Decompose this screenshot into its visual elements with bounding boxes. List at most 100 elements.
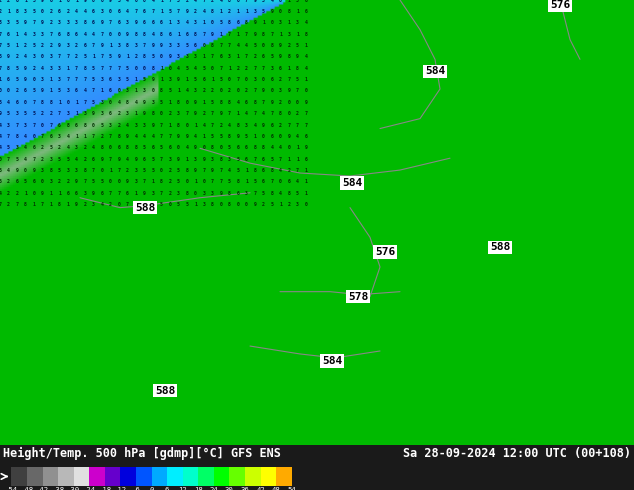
Text: 8: 8 — [84, 66, 86, 71]
Text: 7: 7 — [160, 134, 163, 139]
Text: 7: 7 — [101, 32, 103, 37]
Text: 3: 3 — [101, 100, 103, 105]
Text: 1: 1 — [160, 77, 163, 82]
Text: 4: 4 — [296, 179, 299, 184]
Text: 6: 6 — [126, 191, 129, 196]
Text: 2: 2 — [126, 168, 129, 173]
Text: 18: 18 — [194, 487, 203, 490]
FancyBboxPatch shape — [74, 466, 89, 487]
Text: 6: 6 — [24, 89, 27, 94]
Text: 3: 3 — [58, 20, 61, 25]
Text: 1: 1 — [304, 179, 307, 184]
FancyBboxPatch shape — [136, 466, 152, 487]
Text: 5: 5 — [202, 66, 205, 71]
Text: 7: 7 — [219, 66, 223, 71]
Text: 0: 0 — [279, 134, 282, 139]
Text: 0: 0 — [41, 179, 44, 184]
Text: 7: 7 — [219, 179, 223, 184]
Text: 6: 6 — [7, 77, 10, 82]
Text: 1: 1 — [202, 54, 205, 59]
Text: 3: 3 — [177, 191, 180, 196]
Text: 2: 2 — [169, 191, 171, 196]
Text: -12: -12 — [114, 487, 127, 490]
Text: 0: 0 — [219, 89, 223, 94]
Text: 8: 8 — [134, 146, 138, 150]
Text: 9: 9 — [16, 168, 18, 173]
Text: 1: 1 — [236, 9, 240, 14]
Text: 6: 6 — [160, 20, 163, 25]
Text: 1: 1 — [288, 66, 290, 71]
Text: 7: 7 — [134, 9, 138, 14]
Text: 2: 2 — [16, 89, 18, 94]
Text: 3: 3 — [202, 191, 205, 196]
Text: 9: 9 — [177, 157, 180, 162]
Text: 4: 4 — [75, 157, 78, 162]
Text: 8: 8 — [126, 43, 129, 48]
Text: 3: 3 — [279, 89, 282, 94]
Text: 2: 2 — [202, 89, 205, 94]
Text: 6: 6 — [16, 0, 18, 2]
Text: 3: 3 — [41, 168, 44, 173]
Text: 6: 6 — [236, 191, 240, 196]
Text: 1: 1 — [304, 77, 307, 82]
Text: 4: 4 — [75, 9, 78, 14]
Text: 7: 7 — [296, 122, 299, 127]
Text: 6: 6 — [169, 32, 171, 37]
Text: 9: 9 — [24, 77, 27, 82]
Text: 3: 3 — [177, 0, 180, 2]
Text: 7: 7 — [211, 122, 214, 127]
Text: 4: 4 — [134, 100, 138, 105]
Text: 9: 9 — [143, 202, 146, 207]
Text: 7: 7 — [245, 54, 248, 59]
Text: 0: 0 — [24, 168, 27, 173]
Text: 3: 3 — [296, 20, 299, 25]
Text: 1: 1 — [75, 134, 78, 139]
Text: 4: 4 — [67, 134, 70, 139]
Text: 3: 3 — [296, 202, 299, 207]
FancyBboxPatch shape — [27, 466, 42, 487]
Text: 1: 1 — [288, 20, 290, 25]
Text: 2: 2 — [7, 202, 10, 207]
Text: 3: 3 — [75, 20, 78, 25]
FancyBboxPatch shape — [167, 466, 183, 487]
Text: 0: 0 — [262, 77, 265, 82]
Text: 5: 5 — [92, 100, 95, 105]
Text: 8: 8 — [143, 32, 146, 37]
Text: 3: 3 — [7, 122, 10, 127]
Text: 4: 4 — [126, 157, 129, 162]
Text: 3: 3 — [24, 9, 27, 14]
Text: 2: 2 — [7, 191, 10, 196]
Text: 9: 9 — [126, 179, 129, 184]
Text: 5: 5 — [194, 77, 197, 82]
Text: 7: 7 — [117, 168, 120, 173]
Text: 5: 5 — [32, 43, 36, 48]
Text: 3: 3 — [152, 191, 155, 196]
FancyBboxPatch shape — [152, 466, 167, 487]
Text: 7: 7 — [92, 168, 95, 173]
Text: 9: 9 — [7, 54, 10, 59]
Text: 1: 1 — [219, 9, 223, 14]
Text: 8: 8 — [236, 179, 240, 184]
Text: 7: 7 — [288, 77, 290, 82]
Text: 7: 7 — [92, 134, 95, 139]
Text: 2: 2 — [49, 9, 53, 14]
Text: 0: 0 — [236, 202, 240, 207]
Text: 5: 5 — [177, 202, 180, 207]
Text: 4: 4 — [152, 0, 155, 2]
Text: 7: 7 — [288, 122, 290, 127]
Text: 2: 2 — [288, 202, 290, 207]
Text: 3: 3 — [49, 179, 53, 184]
Text: 6: 6 — [194, 43, 197, 48]
Text: 7: 7 — [32, 122, 36, 127]
Text: 0: 0 — [32, 77, 36, 82]
Text: 1: 1 — [304, 168, 307, 173]
Text: 4: 4 — [262, 111, 265, 116]
Text: -48: -48 — [20, 487, 34, 490]
Text: 8: 8 — [84, 20, 86, 25]
Text: 6: 6 — [262, 179, 265, 184]
Text: -6: -6 — [132, 487, 140, 490]
FancyBboxPatch shape — [230, 466, 245, 487]
Text: 5: 5 — [101, 179, 103, 184]
Text: 4: 4 — [194, 0, 197, 2]
Text: 7: 7 — [211, 111, 214, 116]
